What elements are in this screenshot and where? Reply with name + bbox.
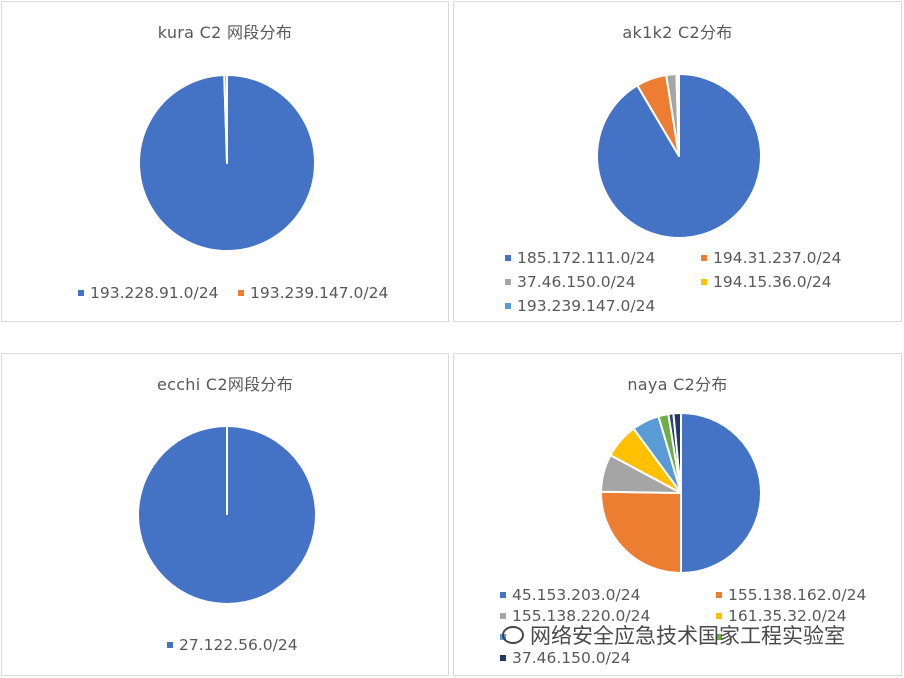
pie-chart (596, 73, 762, 239)
watermark: 网络安全应急技术国家工程实验室 (502, 620, 845, 650)
pie-slice (223, 74, 228, 164)
legend-item: 155.138.162.0/24 (716, 586, 866, 604)
legend-item (716, 633, 728, 640)
legend-swatch (500, 591, 506, 598)
legend-label: 155.138.220.0/24 (512, 606, 651, 625)
legend-swatch (167, 642, 173, 648)
legend-item: 37.46.150.0/24 (500, 649, 631, 667)
legend-item: 193.239.147.0/24 (505, 297, 655, 315)
legend-label: 155.138.162.0/24 (728, 585, 867, 604)
pie-chart (600, 412, 762, 574)
legend-label: 27.122.56.0/24 (179, 636, 298, 654)
legend-item: 161.35.32.0/24 (716, 607, 847, 625)
legend-swatch (505, 303, 511, 309)
legend-item: 194.15.36.0/24 (701, 273, 832, 291)
chart-panel-kura: kura C2 网段分布 193.228.91.0/24 193.239.147… (1, 1, 449, 322)
pie-chart (138, 74, 316, 252)
legend-swatch (716, 612, 722, 619)
chart-title: ecchi C2网段分布 (156, 375, 294, 394)
legend-swatch (500, 612, 506, 619)
chart-title: ak1k2 C2分布 (622, 23, 733, 42)
wechat-icon (502, 626, 524, 644)
legend-item: 155.138.220.0/24 (500, 607, 716, 625)
legend-swatch (500, 654, 506, 661)
chart-legend: 27.122.56.0/24 (167, 633, 298, 657)
chart-legend: 185.172.111.0/24 194.31.237.0/24 37.46.1… (505, 246, 841, 318)
legend-item: 185.172.111.0/24 (505, 249, 701, 267)
pie-chart (139, 427, 315, 603)
chart-panel-ecchi: ecchi C2网段分布 27.122.56.0/24 (1, 353, 449, 676)
legend-item: 193.228.91.0/24 (78, 284, 238, 302)
legend-label: 193.228.91.0/24 (90, 284, 219, 302)
chart-legend: 193.228.91.0/24 193.239.147.0/24 (78, 281, 388, 305)
legend-swatch (505, 255, 511, 261)
legend-label: 193.239.147.0/24 (250, 284, 389, 302)
chart-legend: 45.153.203.0/24 155.138.162.0/24 155.138… (500, 584, 866, 668)
chart-panel-ak1k2: ak1k2 C2分布 185.172.111.0/24 194.31.237.0… (453, 1, 902, 322)
legend-swatch (505, 279, 511, 285)
chart-title: naya C2分布 (627, 375, 728, 394)
legend-item: 193.239.147.0/24 (238, 284, 388, 302)
legend-label: 161.35.32.0/24 (728, 606, 847, 625)
legend-label: 194.15.36.0/24 (713, 273, 832, 291)
legend-item: 37.46.150.0/24 (505, 273, 701, 291)
legend-swatch (701, 255, 707, 261)
chart-title: kura C2 网段分布 (157, 23, 293, 42)
legend-swatch (716, 633, 722, 640)
pie-slice (676, 73, 680, 157)
pie-slice (680, 412, 762, 574)
legend-label: 194.31.237.0/24 (713, 249, 842, 267)
legend-swatch (716, 591, 722, 598)
chart-panel-naya: naya C2分布 45.153.203.0/24 155.138.162.0/… (453, 353, 902, 676)
legend-label: 185.172.111.0/24 (517, 249, 656, 267)
pie-slice (672, 412, 682, 494)
legend-swatch (701, 279, 707, 285)
legend-label: 37.46.150.0/24 (512, 648, 631, 667)
legend-item: 27.122.56.0/24 (167, 636, 298, 654)
legend-swatch (78, 290, 84, 296)
legend-label: 193.239.147.0/24 (517, 297, 656, 315)
legend-swatch (238, 290, 244, 296)
watermark-text: 网络安全应急技术国家工程实验室 (530, 624, 845, 648)
legend-label: 45.153.203.0/24 (512, 585, 641, 604)
legend-item: 45.153.203.0/24 (500, 586, 716, 604)
legend-label: 37.46.150.0/24 (517, 273, 636, 291)
legend-item: 194.31.237.0/24 (701, 249, 841, 267)
pie-slice (600, 490, 682, 574)
